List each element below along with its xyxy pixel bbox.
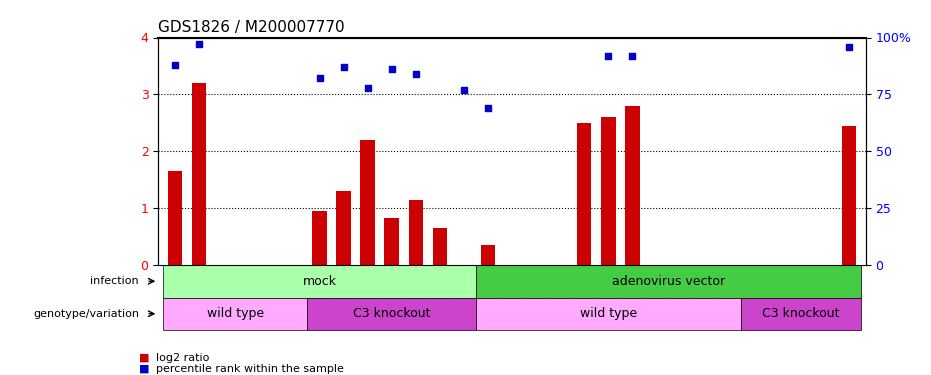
Point — [842, 44, 857, 50]
Bar — [842, 126, 857, 265]
Text: ■: ■ — [139, 364, 150, 374]
Point — [385, 66, 399, 72]
Text: genotype/variation: genotype/variation — [33, 309, 139, 319]
Point — [168, 62, 182, 68]
Point — [336, 64, 351, 70]
Bar — [336, 191, 351, 265]
Point — [360, 84, 375, 90]
Bar — [168, 171, 182, 265]
Point — [625, 53, 640, 59]
Bar — [312, 211, 327, 265]
Text: C3 knockout: C3 knockout — [762, 307, 840, 320]
FancyBboxPatch shape — [163, 297, 307, 330]
FancyBboxPatch shape — [163, 265, 476, 297]
Bar — [433, 228, 447, 265]
Point — [600, 53, 615, 59]
Bar — [192, 83, 207, 265]
Bar — [625, 106, 640, 265]
Text: wild type: wild type — [207, 307, 263, 320]
Bar — [409, 200, 423, 265]
Point — [480, 105, 495, 111]
Text: adenovirus vector: adenovirus vector — [612, 275, 725, 288]
Text: infection: infection — [90, 276, 139, 286]
Text: mock: mock — [303, 275, 336, 288]
Bar — [480, 245, 495, 265]
Text: C3 knockout: C3 knockout — [353, 307, 430, 320]
Point — [456, 87, 471, 93]
Point — [312, 75, 327, 81]
FancyBboxPatch shape — [741, 297, 861, 330]
FancyBboxPatch shape — [476, 265, 861, 297]
Text: wild type: wild type — [580, 307, 637, 320]
Bar — [385, 218, 399, 265]
FancyBboxPatch shape — [476, 297, 741, 330]
Bar — [577, 123, 591, 265]
Bar — [360, 140, 375, 265]
Text: ■: ■ — [139, 353, 150, 363]
Bar — [601, 117, 615, 265]
Text: GDS1826 / M200007770: GDS1826 / M200007770 — [158, 20, 344, 35]
Text: percentile rank within the sample: percentile rank within the sample — [149, 364, 344, 374]
Point — [192, 41, 207, 47]
Text: log2 ratio: log2 ratio — [149, 353, 209, 363]
Point — [409, 71, 424, 77]
FancyBboxPatch shape — [307, 297, 476, 330]
